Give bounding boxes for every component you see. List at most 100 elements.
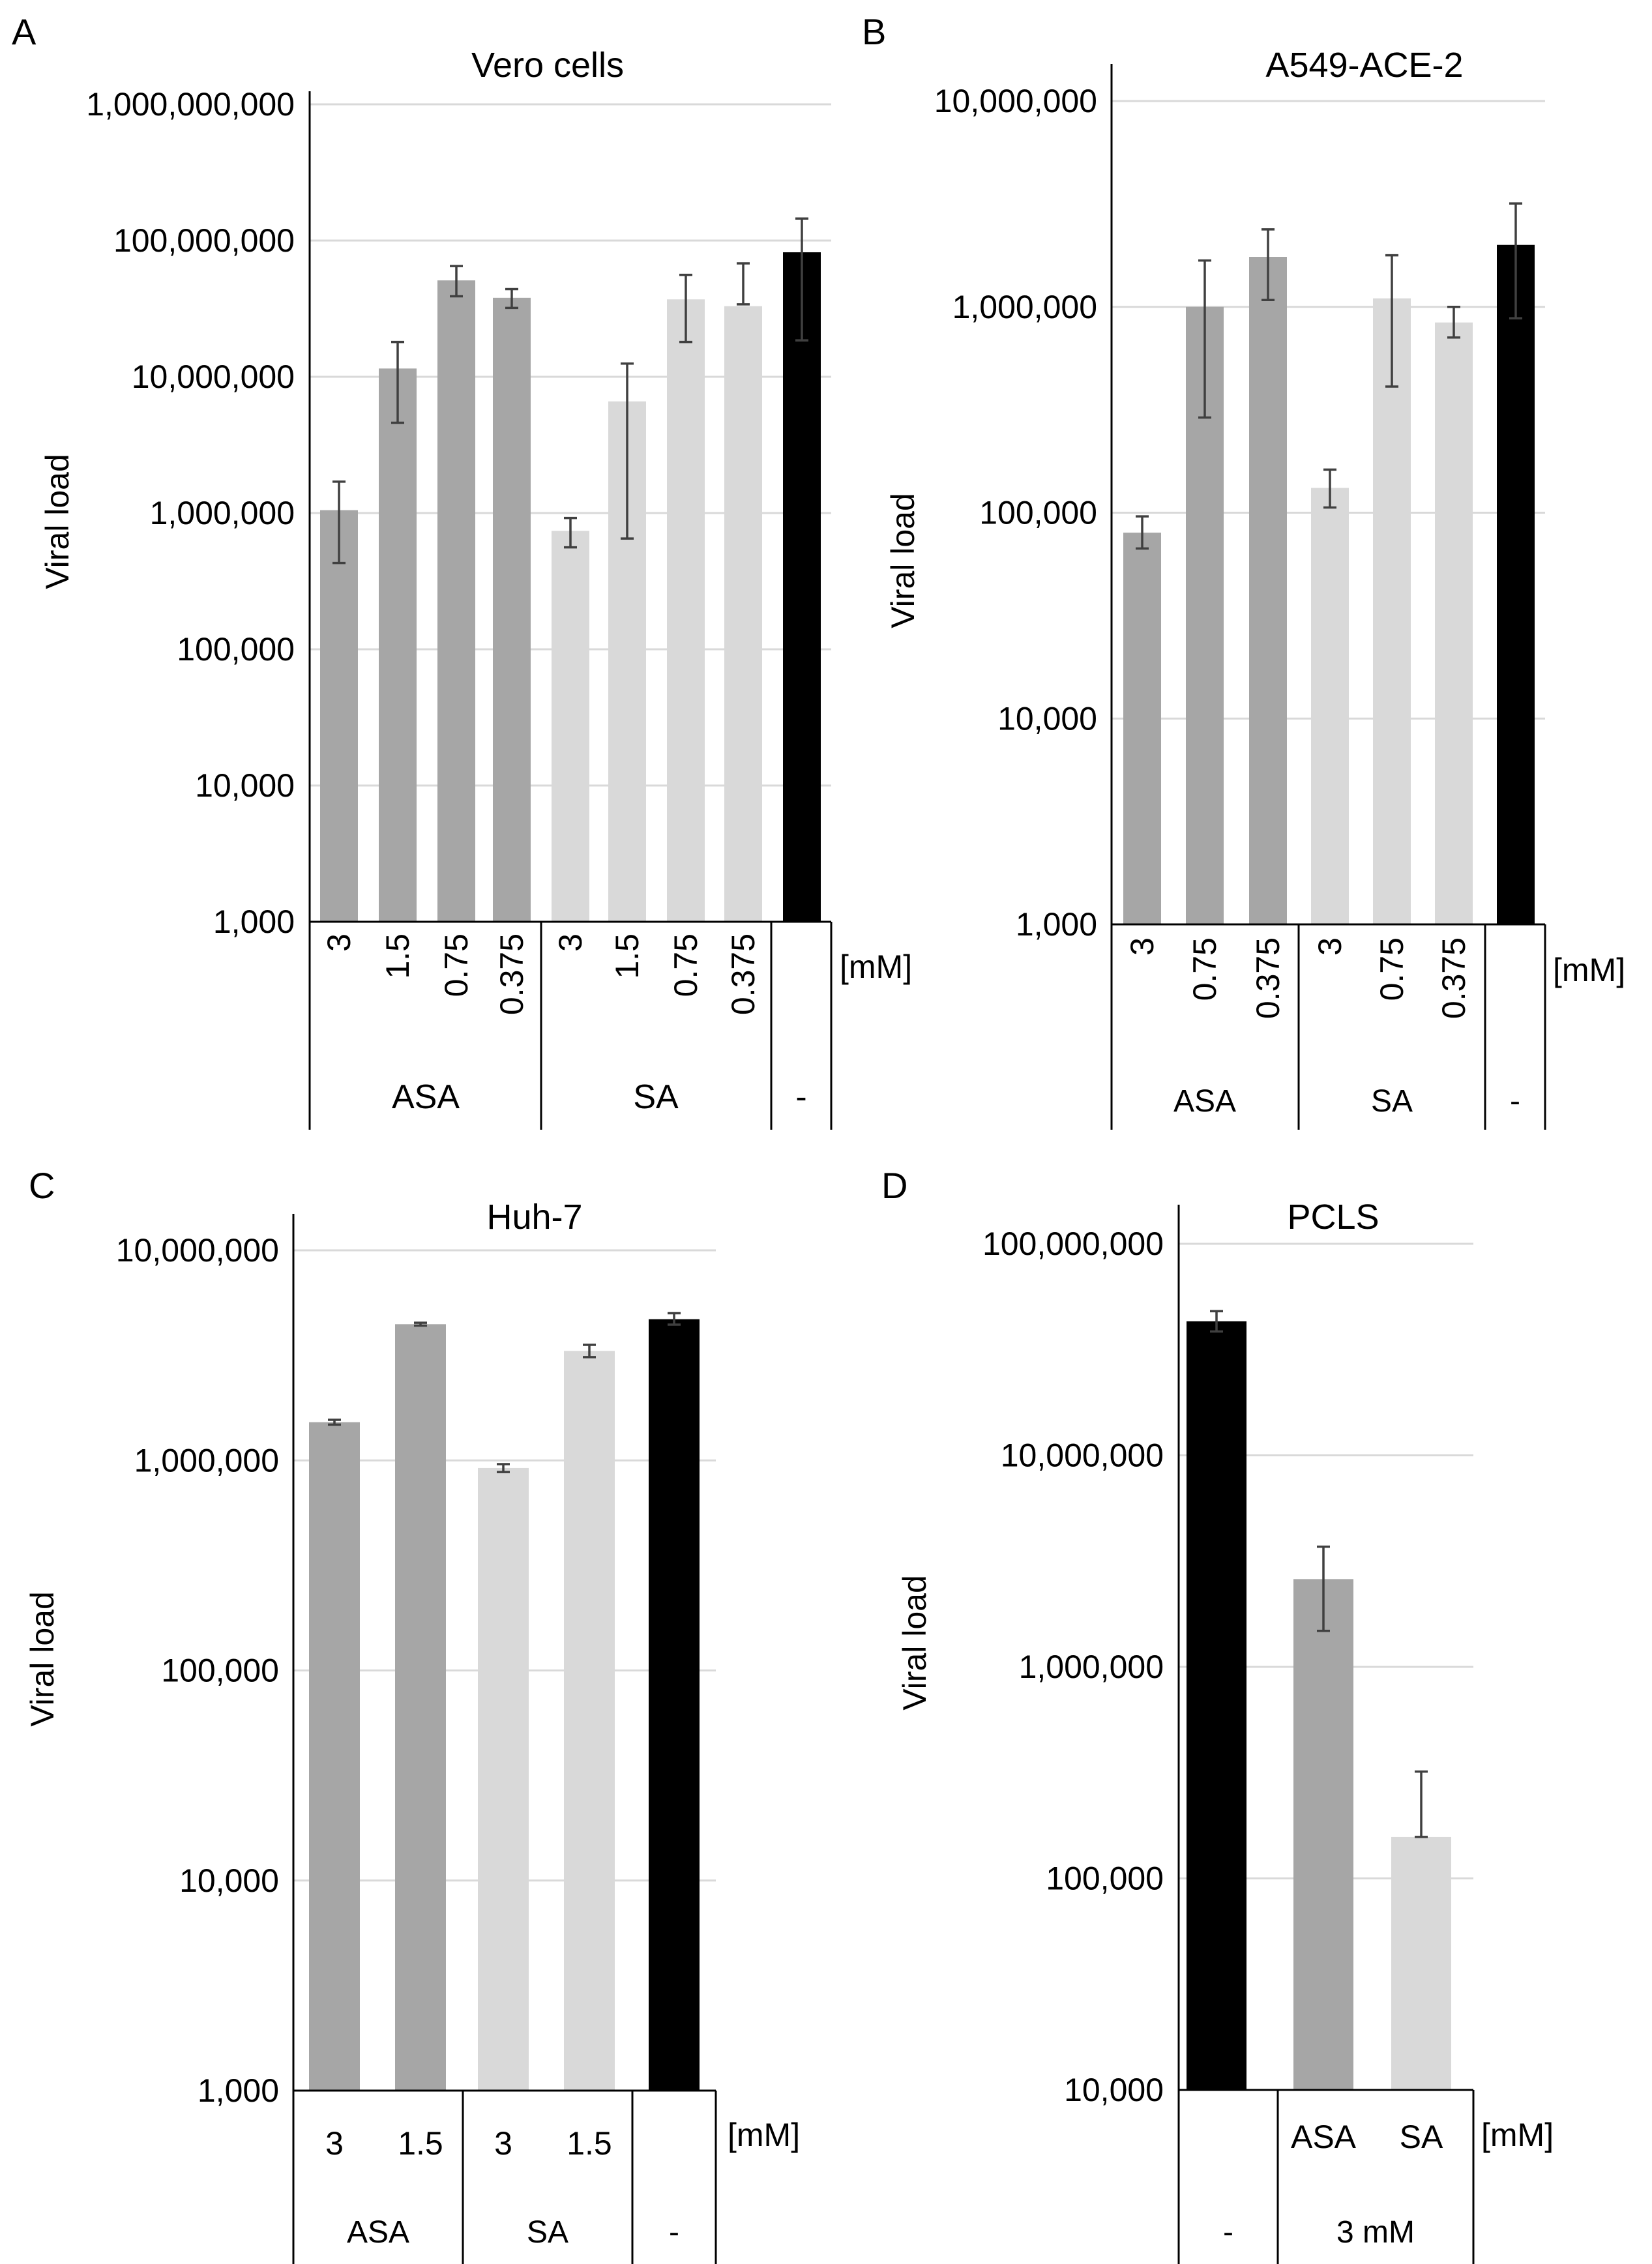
x-category-label: 1.5 bbox=[398, 2125, 443, 2162]
y-tick-label: 100,000,000 bbox=[113, 222, 295, 259]
bar-sa bbox=[1373, 298, 1411, 924]
x-category-label: 3 bbox=[325, 2125, 344, 2162]
bar-control bbox=[783, 252, 821, 922]
x-group-label: 3 mM bbox=[1336, 2215, 1415, 2250]
panel-a-ylabel: Viral load bbox=[39, 454, 76, 589]
error-bar bbox=[1210, 1310, 1223, 1333]
x-group-label: - bbox=[669, 2215, 679, 2250]
bar-asa bbox=[309, 1422, 360, 2091]
error-bar bbox=[414, 1321, 427, 1327]
error-bar bbox=[621, 362, 634, 540]
panel-d-ylabel: Viral load bbox=[896, 1575, 933, 1711]
y-tick-label: 10,000,000 bbox=[934, 83, 1097, 119]
x-category-label: 0.75 bbox=[1374, 937, 1410, 1001]
bar-asa bbox=[1249, 257, 1287, 924]
y-tick-label: 10,000 bbox=[195, 767, 295, 804]
bar-sa bbox=[1391, 1836, 1451, 2090]
error-bar bbox=[450, 265, 463, 298]
y-tick-label: 1,000 bbox=[1016, 906, 1097, 943]
y-tick-label: 100,000 bbox=[1046, 1860, 1164, 1897]
x-category-label: 0.375 bbox=[1250, 937, 1286, 1019]
panel-b-label: B bbox=[862, 11, 886, 52]
bar-sa bbox=[552, 531, 589, 922]
y-tick-label: 10,000 bbox=[997, 700, 1097, 737]
error-bar bbox=[795, 217, 808, 342]
x-category-label: 1.5 bbox=[567, 2125, 612, 2162]
x-group-label: SA bbox=[1371, 1084, 1413, 1119]
error-bar bbox=[1509, 202, 1522, 320]
bar-asa bbox=[395, 1324, 446, 2091]
error-bar bbox=[564, 516, 577, 549]
panel-a-unit-label: [mM] bbox=[840, 948, 912, 985]
y-tick-label: 100,000 bbox=[177, 631, 295, 668]
x-group-label: SA bbox=[633, 1078, 679, 1116]
bar-control bbox=[1497, 244, 1535, 925]
error-bar bbox=[332, 480, 346, 565]
x-category-label: 0.375 bbox=[725, 934, 761, 1015]
x-category-label: 3 bbox=[1124, 937, 1160, 956]
bar-asa bbox=[1293, 1579, 1353, 2090]
panel-c-title: Huh-7 bbox=[486, 1198, 582, 1237]
error-bar bbox=[1415, 1770, 1428, 1838]
x-group-label: ASA bbox=[1173, 1084, 1236, 1119]
y-tick-label: 10,000,000 bbox=[116, 1232, 279, 1269]
error-bar bbox=[737, 262, 750, 306]
y-tick-label: 10,000 bbox=[1064, 2072, 1164, 2108]
bar-control bbox=[1187, 1321, 1246, 2090]
error-bar bbox=[391, 340, 404, 424]
error-bar bbox=[328, 1419, 341, 1426]
x-group-label: SA bbox=[527, 2215, 568, 2250]
x-category-label: 3 bbox=[1312, 937, 1348, 956]
error-bar bbox=[1136, 515, 1149, 550]
y-tick-label: 100,000 bbox=[161, 1653, 279, 1689]
bar-asa bbox=[493, 297, 531, 922]
y-tick-label: 1,000 bbox=[198, 2072, 279, 2109]
y-tick-label: 1,000 bbox=[213, 904, 295, 940]
error-bar bbox=[1317, 1545, 1330, 1632]
x-group-label: ASA bbox=[392, 1078, 460, 1116]
error-bar bbox=[1385, 254, 1398, 388]
error-bar bbox=[497, 1463, 510, 1473]
y-tick-label: 1,000,000 bbox=[134, 1442, 279, 1478]
x-category-label: 3 bbox=[321, 934, 357, 952]
bar-sa bbox=[564, 1351, 615, 2091]
y-tick-label: 100,000,000 bbox=[982, 1226, 1164, 1262]
error-bar bbox=[583, 1344, 596, 1359]
bar-sa bbox=[667, 299, 705, 922]
panel-c: C Huh-7 Viral load 1,000 10,000 100,000 1,0… bbox=[24, 1165, 800, 2264]
x-category-label: 0.75 bbox=[438, 934, 475, 997]
y-tick-label: 10,000,000 bbox=[1001, 1437, 1164, 1474]
panel-b-unit-label: [mM] bbox=[1553, 952, 1625, 988]
panel-d: D PCLS Viral load 10,000 100,000 1,000,000… bbox=[881, 1165, 1554, 2264]
bar-asa bbox=[1123, 533, 1161, 924]
x-category-label: 0.75 bbox=[668, 934, 704, 997]
x-category-label: 1.5 bbox=[609, 934, 645, 979]
x-group-label: - bbox=[795, 1078, 806, 1116]
y-tick-label: 1,000,000 bbox=[952, 289, 1097, 325]
error-bar bbox=[1447, 306, 1460, 339]
bar-sa bbox=[478, 1467, 529, 2091]
error-bar bbox=[1198, 259, 1211, 419]
error-bar bbox=[1261, 228, 1275, 301]
y-tick-label: 10,000,000 bbox=[132, 359, 295, 395]
panel-a-title: Vero cells bbox=[471, 46, 624, 85]
error-bar bbox=[668, 1312, 681, 1326]
bar-sa bbox=[724, 306, 762, 922]
y-tick-label: 100,000 bbox=[979, 495, 1097, 531]
panel-d-label: D bbox=[881, 1165, 907, 1206]
x-group-label: ASA bbox=[347, 2215, 409, 2250]
panel-a: A Vero cells Viral load 1,000 10,000 100,0… bbox=[12, 11, 912, 1130]
error-bar bbox=[1323, 468, 1336, 509]
panel-d-unit-label: [mM] bbox=[1481, 2117, 1554, 2153]
panel-b: B A549-ACE-2 Viral load 1,000 10,000 100,0… bbox=[862, 11, 1625, 1130]
y-tick-label: 10,000 bbox=[179, 1862, 279, 1899]
panel-d-title: PCLS bbox=[1287, 1198, 1379, 1237]
x-category-label: 3 bbox=[494, 2125, 512, 2162]
bar-asa bbox=[437, 280, 475, 922]
y-tick-label: 1,000,000 bbox=[1019, 1649, 1164, 1685]
error-bar bbox=[679, 273, 692, 344]
y-tick-label: 1,000,000,000 bbox=[86, 86, 295, 123]
x-group-label: - bbox=[1223, 2215, 1233, 2250]
